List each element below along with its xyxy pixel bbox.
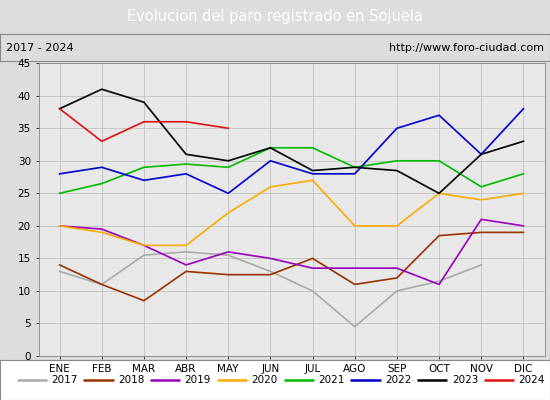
Text: 2019: 2019	[185, 375, 211, 385]
Text: 2018: 2018	[118, 375, 144, 385]
Text: 2017 - 2024: 2017 - 2024	[6, 43, 73, 53]
Text: 2023: 2023	[452, 375, 478, 385]
Text: 2024: 2024	[519, 375, 545, 385]
Text: http://www.foro-ciudad.com: http://www.foro-ciudad.com	[389, 43, 544, 53]
Text: Evolucion del paro registrado en Sojuela: Evolucion del paro registrado en Sojuela	[127, 10, 423, 24]
Text: 2020: 2020	[251, 375, 278, 385]
Text: 2021: 2021	[318, 375, 345, 385]
Text: 2017: 2017	[51, 375, 78, 385]
Text: 2022: 2022	[385, 375, 411, 385]
